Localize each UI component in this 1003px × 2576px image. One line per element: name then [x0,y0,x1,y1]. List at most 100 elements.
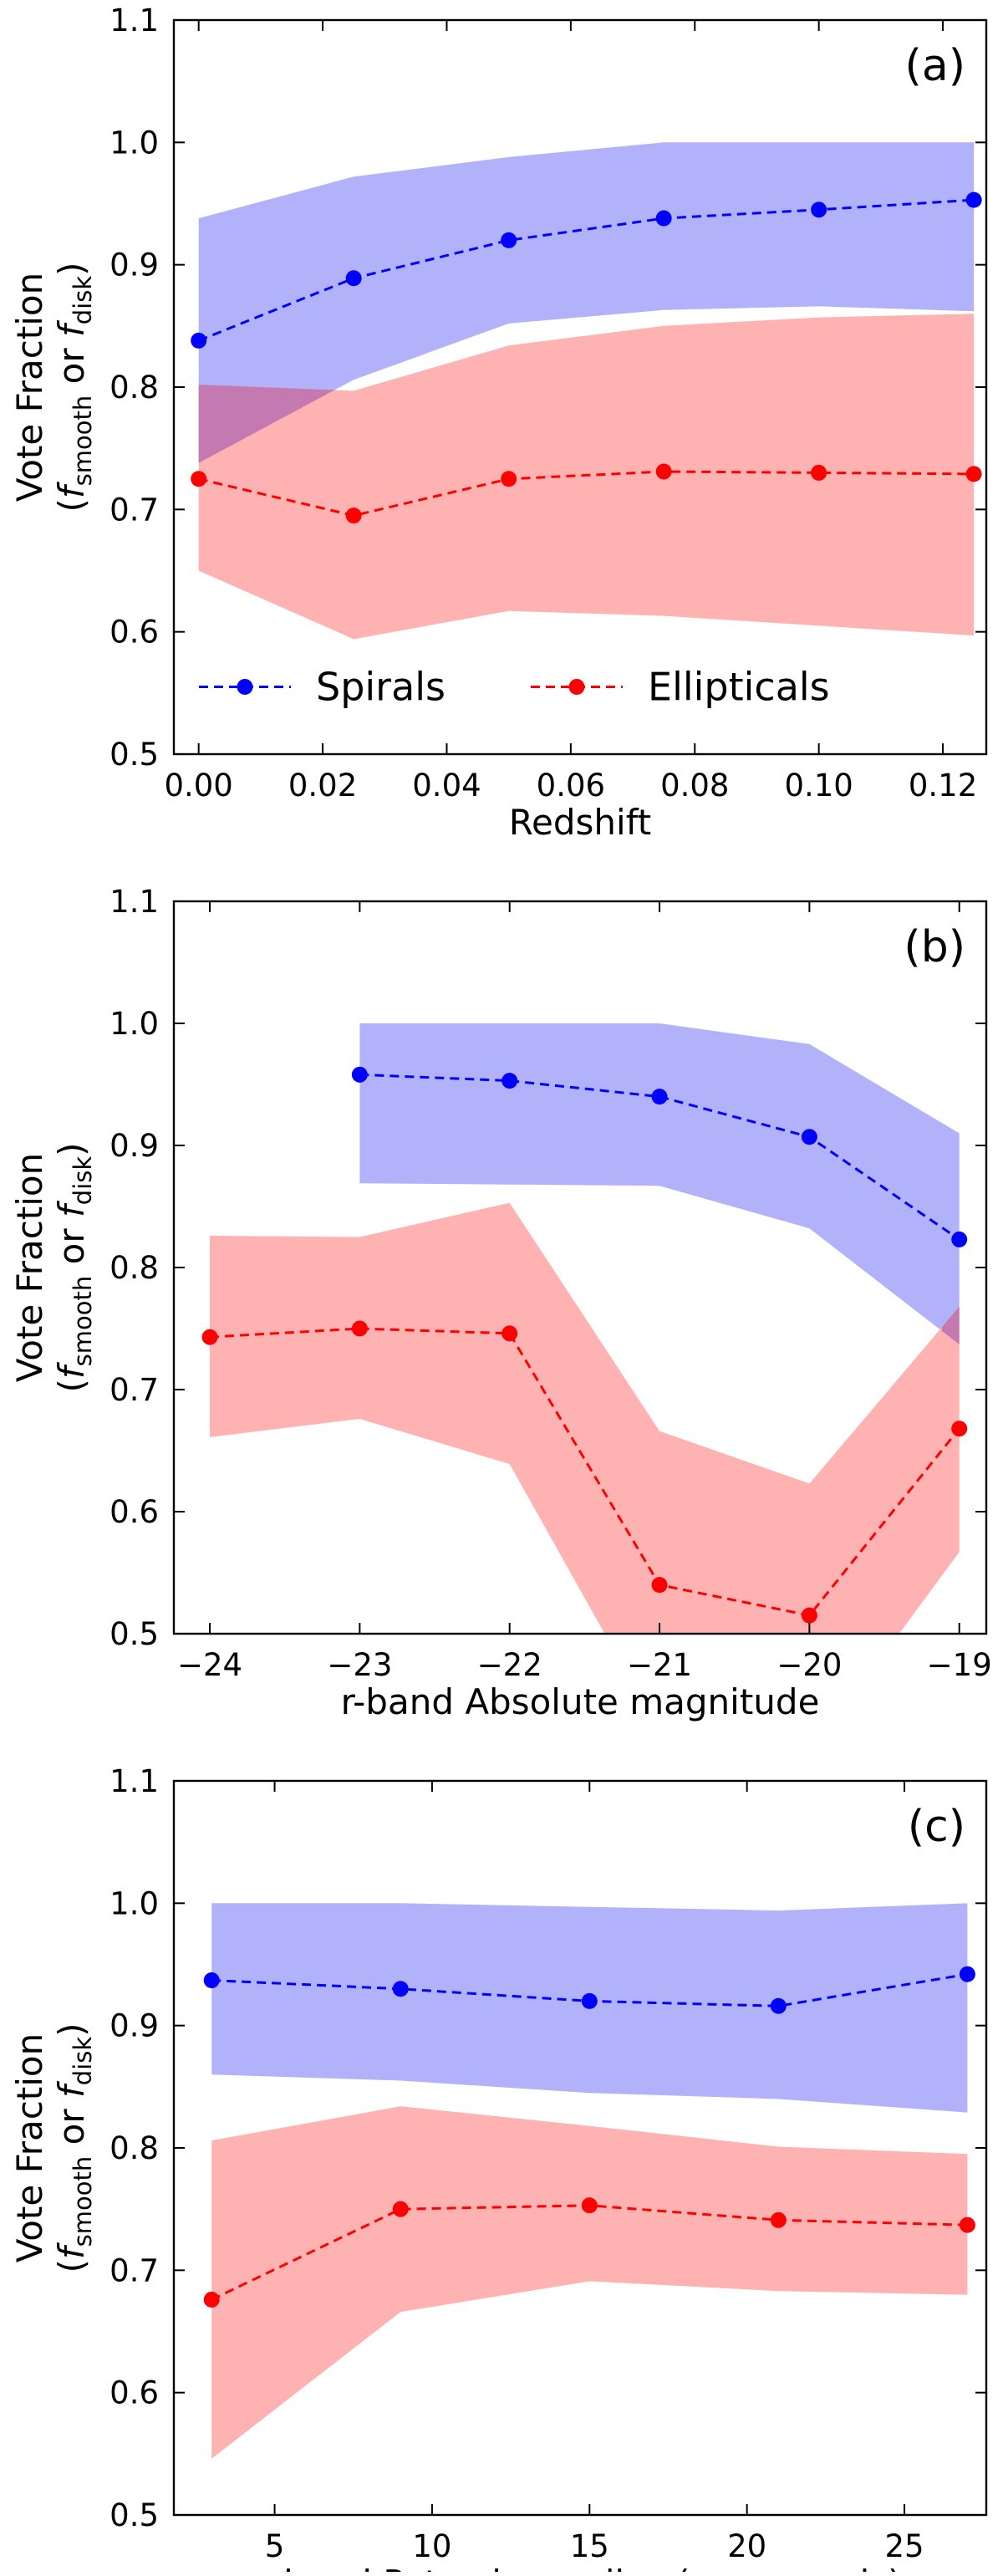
y-tick-label: 0.6 [109,2375,159,2411]
x-tick-label: 0.08 [660,768,729,803]
x-tick-label: 15 [570,2528,609,2564]
spirals-point [392,1981,409,1997]
y-tick-label: 0.7 [109,2252,159,2288]
spirals-line [359,1073,960,1241]
spirals-point [951,1231,968,1247]
x-tick-label: 0.04 [412,768,481,803]
spirals-line [198,198,975,342]
y-tick-label: 0.9 [109,247,159,283]
legend: Spirals Ellipticals [199,665,830,710]
ellipticals-point [351,1320,368,1337]
x-tick-label: −19 [927,1647,992,1683]
y-tick-label: 0.5 [109,2497,159,2533]
band-overlap [941,1306,960,1344]
x-tick-label: 25 [884,2528,924,2564]
y-tick-label: 0.5 [109,1616,159,1652]
ellipticals-point [581,2197,598,2214]
spirals-point [191,332,207,349]
ellipticals-point [345,508,362,524]
ellipticals-band [210,1202,960,1634]
band-overlap [198,385,334,463]
x-tick-label: 0.06 [537,768,605,803]
chart-panel-c: 0.5 0.6 0.7 0.8 0.9 1.0 1.1 5 10 15 20 25 (c) r-band … [9,1763,988,2576]
y-tick-label: 0.8 [109,370,159,406]
spirals-point [811,201,827,218]
ellipticals-point [951,1421,968,1437]
spirals-point [959,1966,975,1982]
ellipticals-point [655,463,672,480]
chart-panel-b: 0.5 0.6 0.7 0.8 0.9 1.0 1.1 −24 −23 −22 −21 −20 −19 (… [9,884,992,1722]
x-tick-label: −24 [177,1647,242,1683]
x-tick-label: −23 [327,1647,392,1683]
plot-area [191,142,982,640]
spirals-point [770,1997,787,2014]
y-axis-sublabel: (fsmooth or fdisk) [51,1142,97,1392]
x-tick-label: 0.10 [784,768,853,803]
spirals-band [359,1023,960,1344]
x-tick-label: 0.00 [164,768,232,803]
panel-label: (b) [904,922,965,972]
x-tick-label: 0.12 [909,768,977,803]
y-axis-sublabel: (fsmooth or fdisk) [51,2023,97,2272]
ellipticals-point [501,471,517,487]
plot-area [203,1903,975,2459]
ellipticals-point [203,2291,220,2308]
x-axis-label: r-band Petrosian radius (arcseconds) [258,2563,901,2572]
ellipticals-band [211,2106,968,2459]
ellipticals-point [811,464,827,481]
y-tick-label: 0.7 [109,1372,159,1408]
spirals-point [345,270,362,287]
spirals-point [502,1073,518,1089]
y-tick-label: 0.6 [109,1494,159,1530]
ellipticals-point [502,1325,518,1342]
ellipticals-point [651,1577,668,1594]
y-tick-label: 0.8 [109,1250,159,1286]
spirals-point [351,1066,368,1083]
x-tick-label: 0.02 [288,768,357,803]
spirals-point [965,191,982,208]
y-tick-label: 1.1 [109,1763,159,1799]
spirals-point [655,210,672,227]
y-tick-label: 1.1 [109,884,159,920]
x-tick-label: 20 [727,2528,766,2564]
spirals-point [801,1129,817,1145]
x-tick-label: 10 [412,2528,451,2564]
ellipticals-legend-marker [568,679,585,696]
spirals-point [581,1992,598,2009]
x-axis-label: Redshift [509,802,651,843]
ellipticals-point [965,466,982,482]
ellipticals-point [770,2211,787,2228]
spirals-legend-marker [237,679,253,696]
x-axis-label: r-band Absolute magnitude [341,1681,820,1722]
plot-area [201,1023,968,1634]
y-tick-label: 1.0 [109,1006,159,1042]
spirals-legend-label: Spirals [316,665,445,710]
ellipticals-point [191,471,207,487]
y-tick-label: 0.7 [109,492,159,528]
y-tick-label: 1.1 [109,3,159,38]
ellipticals-line [209,1327,960,1617]
chart-panel-a: 0.5 0.6 0.7 0.8 0.9 1.0 1.1 0.00 0.02 0.04 0.06 0.0… [9,3,988,843]
panel-label: (a) [905,41,965,91]
y-axis-label: Vote Fraction [9,2033,50,2262]
y-tick-label: 1.0 [109,125,159,161]
spirals-point [651,1089,668,1105]
spirals-point [501,232,517,248]
y-axis-label: Vote Fraction [9,273,50,502]
y-tick-label: 0.5 [109,737,159,773]
x-tick-label: −20 [776,1647,842,1683]
spirals-band [198,142,975,463]
y-axis-label: Vote Fraction [9,1153,50,1382]
ellipticals-point [392,2201,409,2217]
y-tick-label: 0.9 [109,2008,159,2044]
x-tick-label: −22 [477,1647,542,1683]
panel-label: (c) [908,1802,965,1852]
y-tick-label: 1.0 [109,1885,159,1921]
x-tick-label: −21 [627,1647,692,1683]
y-tick-label: 0.8 [109,2130,159,2166]
x-tick-label: 5 [265,2528,285,2564]
y-axis-sublabel: (fsmooth or fdisk) [51,262,97,512]
ellipticals-legend-label: Ellipticals [648,665,830,710]
